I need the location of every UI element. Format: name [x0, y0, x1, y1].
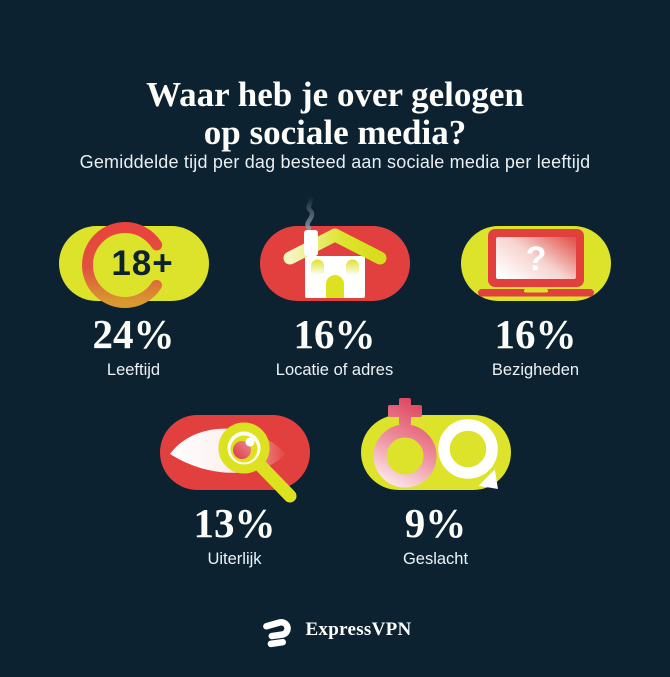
female-symbol-ring: [373, 424, 436, 488]
stat-locatie: 16% Locatie of adres: [234, 194, 435, 380]
eye-highlight: [245, 437, 254, 447]
house-icon-graphic: [283, 194, 386, 298]
question-mark: ?: [525, 240, 546, 278]
male-symbol-ring: [437, 419, 498, 479]
gender-symbols-icon: [360, 398, 511, 490]
subtitle: Gemiddelde tijd per dag besteed aan soci…: [79, 152, 591, 172]
stat-uiterlijk: 13% Uiterlijk: [134, 415, 335, 569]
laptop-question-icon: ?: [460, 226, 611, 301]
stat-label: Locatie of adres: [275, 361, 394, 379]
male-arrow-head: [478, 469, 498, 489]
age-18plus-icon: 18+: [58, 222, 209, 308]
stat-value: 9%: [404, 500, 467, 546]
house-icon: [259, 194, 410, 301]
stat-value: 24%: [92, 311, 175, 357]
laptop-base: [477, 289, 594, 297]
stat-bezigheden: ? 16% Bezigheden: [435, 226, 636, 380]
stat-value: 16%: [494, 311, 577, 357]
badge-18plus-text: 18+: [111, 243, 174, 283]
stats-row-1: 18+ 24% Leeftijd: [33, 194, 636, 380]
stats-row-2: 13% Uiterlijk: [134, 398, 536, 569]
eye-icon-graphic: [169, 422, 296, 503]
laptop-base-notch: [523, 289, 548, 293]
male-arrow-shaft: [479, 460, 493, 475]
age-ring-icon: [81, 222, 168, 308]
chimney-smoke: [304, 194, 314, 231]
stat-leeftijd: 18+ 24% Leeftijd: [33, 222, 234, 380]
stat-label: Uiterlijk: [207, 550, 262, 568]
stat-label: Geslacht: [402, 550, 469, 568]
title-line-2: op sociale media?: [203, 113, 467, 153]
gender-icon-graphic: [373, 398, 498, 489]
laptop-icon-graphic: ?: [477, 229, 594, 297]
house-door: [325, 275, 344, 298]
house-roof: [283, 228, 386, 265]
stat-label: Bezigheden: [491, 361, 580, 379]
stat-geslacht: 9% Geslacht: [335, 398, 536, 569]
female-cross-bar: [387, 405, 422, 417]
eye-pupil: [232, 441, 251, 459]
brand-name: ExpressVPN: [305, 619, 412, 640]
stat-value: 13%: [193, 500, 276, 546]
brand-footer: ExpressVPN: [0, 612, 670, 648]
house-window-right: [345, 259, 359, 274]
page-title: Waar heb je over gelogen op sociale medi…: [0, 76, 670, 152]
title-line-1: Waar heb je over gelogen: [146, 75, 524, 115]
house-window-left: [310, 259, 324, 274]
house-chimney: [303, 230, 318, 256]
expressvpn-logo-icon: [263, 619, 292, 648]
stat-value: 16%: [293, 311, 376, 357]
laptop-screen: [495, 237, 576, 279]
magnifier-handle: [252, 457, 296, 503]
eye-magnifier-icon: [159, 415, 310, 503]
stat-label: Leeftijd: [106, 361, 161, 379]
